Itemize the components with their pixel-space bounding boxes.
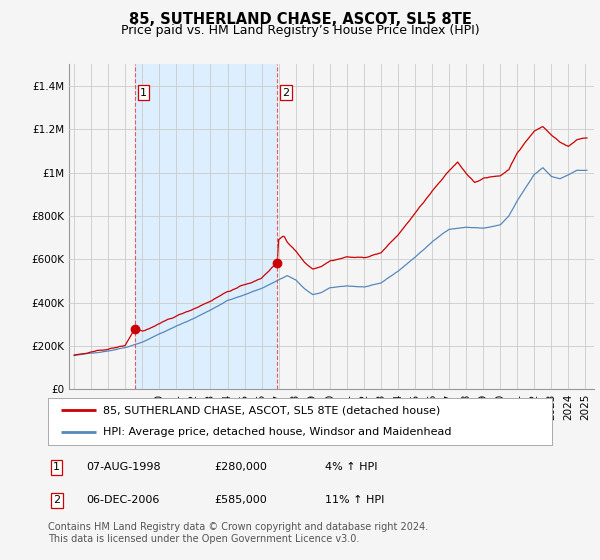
Text: 85, SUTHERLAND CHASE, ASCOT, SL5 8TE (detached house): 85, SUTHERLAND CHASE, ASCOT, SL5 8TE (de… <box>103 405 440 416</box>
Text: £280,000: £280,000 <box>214 462 267 472</box>
Text: £585,000: £585,000 <box>214 495 267 505</box>
Text: 07-AUG-1998: 07-AUG-1998 <box>86 462 160 472</box>
Text: 2: 2 <box>53 495 60 505</box>
Text: 4% ↑ HPI: 4% ↑ HPI <box>325 462 378 472</box>
Text: 85, SUTHERLAND CHASE, ASCOT, SL5 8TE: 85, SUTHERLAND CHASE, ASCOT, SL5 8TE <box>128 12 472 27</box>
Text: 1: 1 <box>140 87 147 97</box>
Text: Contains HM Land Registry data © Crown copyright and database right 2024.
This d: Contains HM Land Registry data © Crown c… <box>48 522 428 544</box>
Text: 11% ↑ HPI: 11% ↑ HPI <box>325 495 385 505</box>
Text: HPI: Average price, detached house, Windsor and Maidenhead: HPI: Average price, detached house, Wind… <box>103 427 452 437</box>
Bar <box>135 64 277 389</box>
Text: 2: 2 <box>283 87 290 97</box>
Text: 06-DEC-2006: 06-DEC-2006 <box>86 495 159 505</box>
Text: 1: 1 <box>53 462 60 472</box>
Text: Price paid vs. HM Land Registry’s House Price Index (HPI): Price paid vs. HM Land Registry’s House … <box>121 24 479 37</box>
